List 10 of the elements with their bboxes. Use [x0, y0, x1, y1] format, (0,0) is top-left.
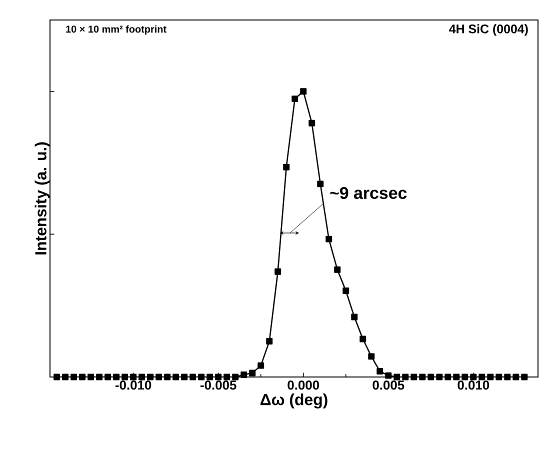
x-tick-label: 0.010: [458, 380, 490, 390]
text: 4H SiC (0004): [449, 24, 528, 36]
annotation: ~9 arcsec: [330, 187, 407, 199]
y-axis-title: Intensity (a. u.): [34, 142, 50, 254]
text: 10 × 10 mm² footprint: [66, 25, 166, 35]
x-tick-label: 0.000: [288, 380, 320, 390]
x-tick-label: -0.005: [200, 380, 236, 390]
x-axis-title: Δω (deg): [260, 394, 328, 408]
x-tick-label: -0.010: [115, 380, 152, 390]
x-tick-label: 0.005: [372, 380, 404, 390]
